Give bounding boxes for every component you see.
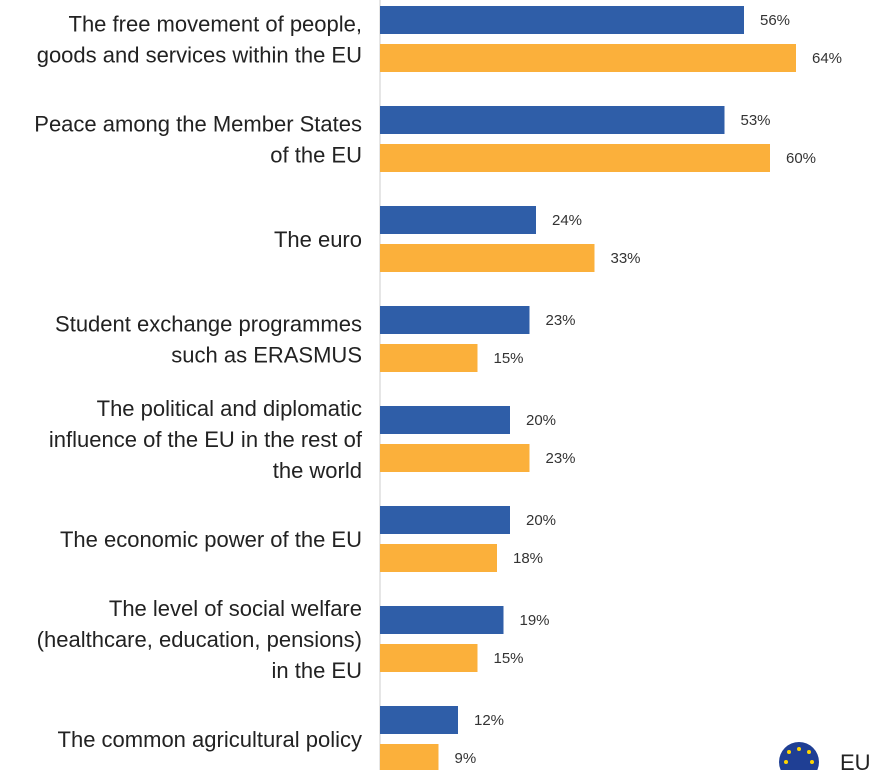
bar-value-label: 12% bbox=[474, 712, 504, 729]
category-label: Student exchange programmes bbox=[55, 312, 362, 337]
bar-value-label: 24% bbox=[552, 212, 582, 229]
bar-value-label: 19% bbox=[520, 612, 550, 629]
eu-flag-icon bbox=[779, 742, 819, 770]
bars bbox=[380, 6, 796, 770]
bar bbox=[380, 606, 504, 634]
bar-value-label: 15% bbox=[494, 350, 524, 367]
category-label: such as ERASMUS bbox=[171, 343, 362, 368]
category-label: (healthcare, education, pensions) bbox=[37, 627, 362, 652]
bar bbox=[380, 306, 530, 334]
value-labels: 56% 64% 53% 60% 24% 33% 23% 15% 20% 23% 20% 18% 19% 1… bbox=[455, 12, 843, 767]
bar bbox=[380, 644, 478, 672]
legend: EU bbox=[779, 742, 870, 770]
category-label: The free movement of people, bbox=[69, 12, 363, 37]
bar bbox=[380, 6, 744, 34]
category-labels: The free movement of people, goods and se… bbox=[34, 12, 363, 753]
bar bbox=[380, 206, 536, 234]
bar-value-label: 64% bbox=[812, 50, 842, 67]
bar bbox=[380, 506, 510, 534]
category-label: Peace among the Member States bbox=[34, 112, 362, 137]
bar-value-label: 9% bbox=[455, 750, 477, 767]
bar-value-label: 18% bbox=[513, 550, 543, 567]
bar-value-label: 20% bbox=[526, 412, 556, 429]
bar bbox=[380, 544, 497, 572]
legend-label-eu: EU bbox=[840, 750, 870, 770]
bar bbox=[380, 106, 725, 134]
category-label: goods and services within the EU bbox=[37, 43, 362, 68]
bar bbox=[380, 44, 796, 72]
bar bbox=[380, 144, 770, 172]
category-label: The economic power of the EU bbox=[60, 527, 362, 552]
category-label: in the EU bbox=[272, 658, 363, 683]
category-label: The common agricultural policy bbox=[58, 727, 362, 752]
category-label: of the EU bbox=[270, 143, 362, 168]
bar bbox=[380, 744, 439, 770]
bar-value-label: 56% bbox=[760, 12, 790, 29]
bar bbox=[380, 344, 478, 372]
bar bbox=[380, 244, 595, 272]
bar-value-label: 60% bbox=[786, 150, 816, 167]
bar bbox=[380, 406, 510, 434]
category-label: The political and diplomatic bbox=[97, 396, 362, 421]
bar-value-label: 53% bbox=[741, 112, 771, 129]
bar-value-label: 23% bbox=[546, 450, 576, 467]
category-label: influence of the EU in the rest of bbox=[49, 427, 363, 452]
bar-value-label: 15% bbox=[494, 650, 524, 667]
bar-value-label: 20% bbox=[526, 512, 556, 529]
bar bbox=[380, 706, 458, 734]
bar bbox=[380, 444, 530, 472]
bar-value-label: 23% bbox=[546, 312, 576, 329]
category-label: The euro bbox=[274, 227, 362, 252]
bar-value-label: 33% bbox=[611, 250, 641, 267]
category-label: the world bbox=[273, 458, 362, 483]
category-label: The level of social welfare bbox=[109, 596, 362, 621]
